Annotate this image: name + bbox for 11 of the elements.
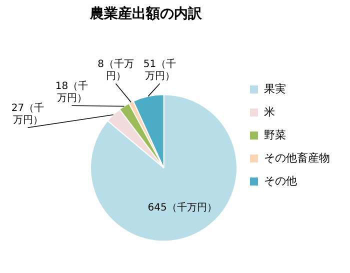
data-label: 27（千万円） — [11, 102, 44, 126]
legend-label: その他 — [264, 174, 297, 188]
legend-label: 野菜 — [264, 128, 286, 142]
chart-title: 農業産出額の内訳 — [89, 5, 203, 22]
legend-label: 果実 — [264, 82, 286, 96]
legend-label: その他畜産物 — [264, 151, 330, 164]
data-label: 8（千万円） — [98, 58, 134, 82]
data-label: 18（千万円） — [55, 80, 88, 104]
data-label: 645（千万円） — [148, 201, 217, 214]
legend-label: 米 — [264, 105, 275, 118]
data-label: 51（千万円） — [143, 58, 176, 82]
